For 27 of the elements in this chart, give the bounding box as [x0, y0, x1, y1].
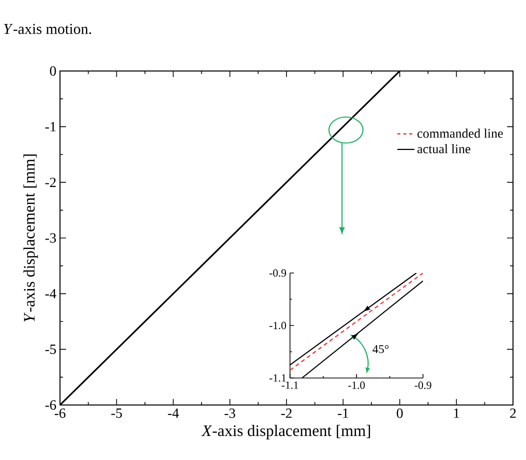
x-axis-title: X-axis displacement [mm] — [201, 424, 370, 440]
y-tick-label: -1.0 — [269, 322, 286, 330]
y-tick-label: -2 — [45, 178, 56, 187]
x-tick-label: 0 — [396, 408, 403, 418]
legend-label: actual line — [417, 144, 470, 154]
x-tick-label: -3 — [224, 408, 236, 418]
x-tick-label: -0.9 — [414, 382, 432, 390]
y-axis-title: Y-axis displacement [mm] — [23, 154, 38, 322]
y-tick-label: -1 — [45, 122, 56, 132]
annotation: 45° — [372, 345, 389, 354]
text: Y-axis motion. — [4, 24, 92, 34]
y-tick-label: -3 — [45, 233, 56, 243]
x-tick-label: -5 — [111, 408, 122, 418]
y-tick-label: -5 — [45, 344, 56, 354]
y-tick-label: -0.9 — [269, 269, 286, 277]
x-tick-label: -1 — [338, 408, 348, 418]
y-tick-label: -1.1 — [269, 374, 286, 382]
y-tick-label: 0 — [50, 66, 56, 76]
x-tick-label: -6 — [54, 408, 66, 418]
x-tick-label: -4 — [168, 408, 179, 418]
y-tick-label: -6 — [45, 400, 56, 410]
x-tick-label: -1.0 — [348, 382, 365, 390]
legend-label: commanded line — [417, 128, 503, 138]
x-tick-label: 1 — [454, 408, 460, 418]
y-tick-label: -4 — [45, 289, 56, 298]
x-tick-label: 2 — [510, 408, 516, 418]
x-tick-label: -1.1 — [282, 382, 298, 389]
